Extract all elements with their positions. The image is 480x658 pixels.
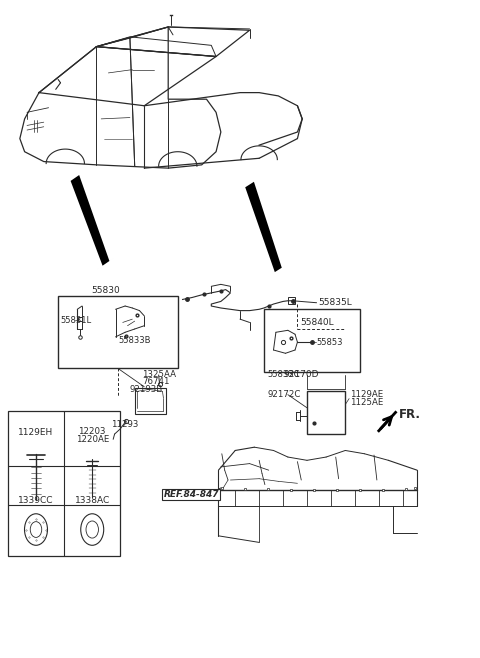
Text: 1339CC: 1339CC — [18, 496, 54, 505]
Polygon shape — [96, 256, 117, 270]
Text: 55840L: 55840L — [300, 318, 334, 327]
Polygon shape — [267, 263, 289, 277]
Text: 1129EH: 1129EH — [18, 428, 54, 438]
Text: 11293: 11293 — [111, 420, 138, 429]
Polygon shape — [71, 175, 109, 266]
Text: 92170D: 92170D — [283, 370, 319, 380]
Text: 76741: 76741 — [142, 377, 169, 386]
Text: 55833C: 55833C — [268, 370, 300, 380]
Text: 1129AE: 1129AE — [350, 390, 384, 399]
Bar — [135, 388, 166, 415]
Bar — [264, 309, 360, 372]
Text: 55833B: 55833B — [118, 336, 150, 345]
Text: 55830: 55830 — [92, 286, 120, 295]
Text: REF.84-847: REF.84-847 — [163, 490, 219, 499]
Text: 55835L: 55835L — [318, 298, 352, 307]
Bar — [307, 392, 345, 434]
Polygon shape — [245, 182, 282, 272]
Text: 12203: 12203 — [78, 427, 106, 436]
Text: 92193B: 92193B — [130, 385, 163, 394]
Text: 1325AA: 1325AA — [142, 370, 176, 380]
Text: 1220AE: 1220AE — [75, 436, 109, 444]
Text: 55831L: 55831L — [60, 316, 92, 325]
Bar — [288, 297, 295, 304]
Bar — [8, 411, 120, 555]
Bar — [58, 296, 178, 368]
Text: FR.: FR. — [399, 408, 421, 421]
Text: 1125AE: 1125AE — [350, 398, 384, 407]
Text: 55853: 55853 — [317, 338, 343, 347]
Text: 1338AC: 1338AC — [74, 496, 110, 505]
Text: 92172C: 92172C — [268, 390, 301, 399]
